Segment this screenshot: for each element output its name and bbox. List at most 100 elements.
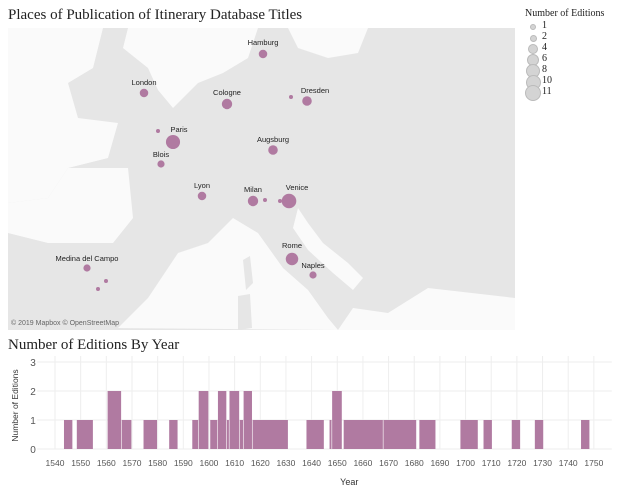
sardinia xyxy=(238,294,252,330)
bar[interactable] xyxy=(229,391,240,449)
adriatic-sea xyxy=(293,208,363,290)
y-tick-label: 1 xyxy=(30,416,36,427)
city-marker-cologne[interactable] xyxy=(221,98,233,110)
bar[interactable] xyxy=(169,420,178,449)
x-tick-label: 1730 xyxy=(533,458,552,468)
city-marker-naples[interactable] xyxy=(309,271,317,279)
legend-item: 1 xyxy=(525,20,604,32)
bar[interactable] xyxy=(329,420,332,449)
x-tick-label: 1630 xyxy=(276,458,295,468)
legend-circle-icon xyxy=(525,85,541,101)
bar[interactable] xyxy=(483,420,492,449)
legend-item: 11 xyxy=(525,85,604,101)
x-tick-label: 1620 xyxy=(251,458,270,468)
bar[interactable] xyxy=(306,420,324,449)
baltic-sea xyxy=(288,28,368,58)
bar[interactable] xyxy=(107,391,122,449)
y-tick-label: 2 xyxy=(30,387,36,398)
bar[interactable] xyxy=(460,420,478,449)
city-marker-blois[interactable] xyxy=(157,160,165,168)
map-title: Places of Publication of Itinerary Datab… xyxy=(8,7,303,23)
x-tick-label: 1610 xyxy=(225,458,244,468)
city-marker-lyon[interactable] xyxy=(197,191,207,201)
legend-label: 11 xyxy=(542,86,552,97)
city-marker[interactable] xyxy=(278,199,282,203)
map-basemap xyxy=(8,28,515,330)
city-marker-dresden[interactable] xyxy=(302,96,312,106)
bar[interactable] xyxy=(226,420,229,449)
legend-item: 2 xyxy=(525,31,604,43)
city-marker[interactable] xyxy=(156,129,160,133)
bar[interactable] xyxy=(143,420,158,449)
bar[interactable] xyxy=(252,420,288,449)
legend-circle-icon xyxy=(528,44,538,54)
x-axis-label: Year xyxy=(340,477,358,487)
city-marker-medina-del-campo[interactable] xyxy=(83,264,91,272)
bar[interactable] xyxy=(534,420,544,449)
city-marker-paris[interactable] xyxy=(165,134,181,150)
city-label: Hamburg xyxy=(247,38,279,47)
x-tick-label: 1570 xyxy=(123,458,142,468)
city-label: Venice xyxy=(285,183,309,192)
city-label: Naples xyxy=(301,261,325,270)
bar[interactable] xyxy=(121,420,132,449)
atlantic-sea xyxy=(8,28,118,203)
x-tick-label: 1540 xyxy=(46,458,65,468)
x-tick-label: 1560 xyxy=(97,458,116,468)
bar[interactable] xyxy=(63,420,73,449)
city-marker-rome[interactable] xyxy=(285,252,299,266)
city-marker-london[interactable] xyxy=(139,88,149,98)
bay-of-biscay xyxy=(8,168,133,243)
map[interactable]: Hamburg London Cologne Dresden Paris Blois Aug… xyxy=(8,28,515,330)
x-tick-label: 1710 xyxy=(482,458,501,468)
bar[interactable] xyxy=(210,420,218,449)
x-tick-label: 1600 xyxy=(199,458,218,468)
city-marker[interactable] xyxy=(263,198,267,202)
x-tick-label: 1740 xyxy=(559,458,578,468)
city-label: Rome xyxy=(281,241,303,250)
bar[interactable] xyxy=(343,420,383,449)
bar[interactable] xyxy=(511,420,521,449)
city-label: Augsburg xyxy=(256,135,290,144)
legend-item: 6 xyxy=(525,53,604,66)
map-attribution[interactable]: © 2019 Mapbox © OpenStreetMap xyxy=(11,320,119,327)
city-label: Cologne xyxy=(213,88,241,97)
city-marker-augsburg[interactable] xyxy=(268,145,278,155)
bar-chart: 1540 1550 1560 1570 1580 1590 1600 1610 1620 1630… xyxy=(10,356,612,487)
city-label: Dresden xyxy=(300,86,330,95)
legend-label: 2 xyxy=(542,31,547,42)
x-tick-label: 1720 xyxy=(507,458,526,468)
x-tick-label: 1660 xyxy=(353,458,372,468)
legend-label: 4 xyxy=(542,42,547,53)
city-marker-milan[interactable] xyxy=(247,195,259,207)
bar[interactable] xyxy=(76,420,93,449)
y-tick-label: 0 xyxy=(30,445,36,456)
north-sea xyxy=(123,28,258,108)
city-marker-hamburg[interactable] xyxy=(258,49,268,59)
city-label: London xyxy=(131,78,157,87)
legend-title: Number of Editions xyxy=(525,8,605,19)
city-label: Paris xyxy=(170,125,188,134)
x-tick-label: 1650 xyxy=(328,458,347,468)
city-marker[interactable] xyxy=(96,287,100,291)
legend-label: 1 xyxy=(542,20,547,31)
city-marker[interactable] xyxy=(289,95,293,99)
legend-item: 4 xyxy=(525,42,604,54)
y-tick-label: 3 xyxy=(30,358,36,369)
x-tick-label: 1750 xyxy=(584,458,603,468)
bar[interactable] xyxy=(198,391,209,449)
legend-item: 8 xyxy=(525,64,604,78)
bar[interactable] xyxy=(332,391,342,449)
bar[interactable] xyxy=(383,420,417,449)
bar[interactable] xyxy=(239,420,244,449)
city-marker[interactable] xyxy=(104,279,108,283)
city-marker-venice[interactable] xyxy=(281,193,297,209)
bar[interactable] xyxy=(419,420,436,449)
bar[interactable] xyxy=(581,420,590,449)
x-tick-label: 1670 xyxy=(379,458,398,468)
corsica xyxy=(243,256,253,290)
legend-label: 10 xyxy=(542,75,552,86)
bar[interactable] xyxy=(217,391,227,449)
bar[interactable] xyxy=(192,420,199,449)
bar[interactable] xyxy=(243,391,252,449)
